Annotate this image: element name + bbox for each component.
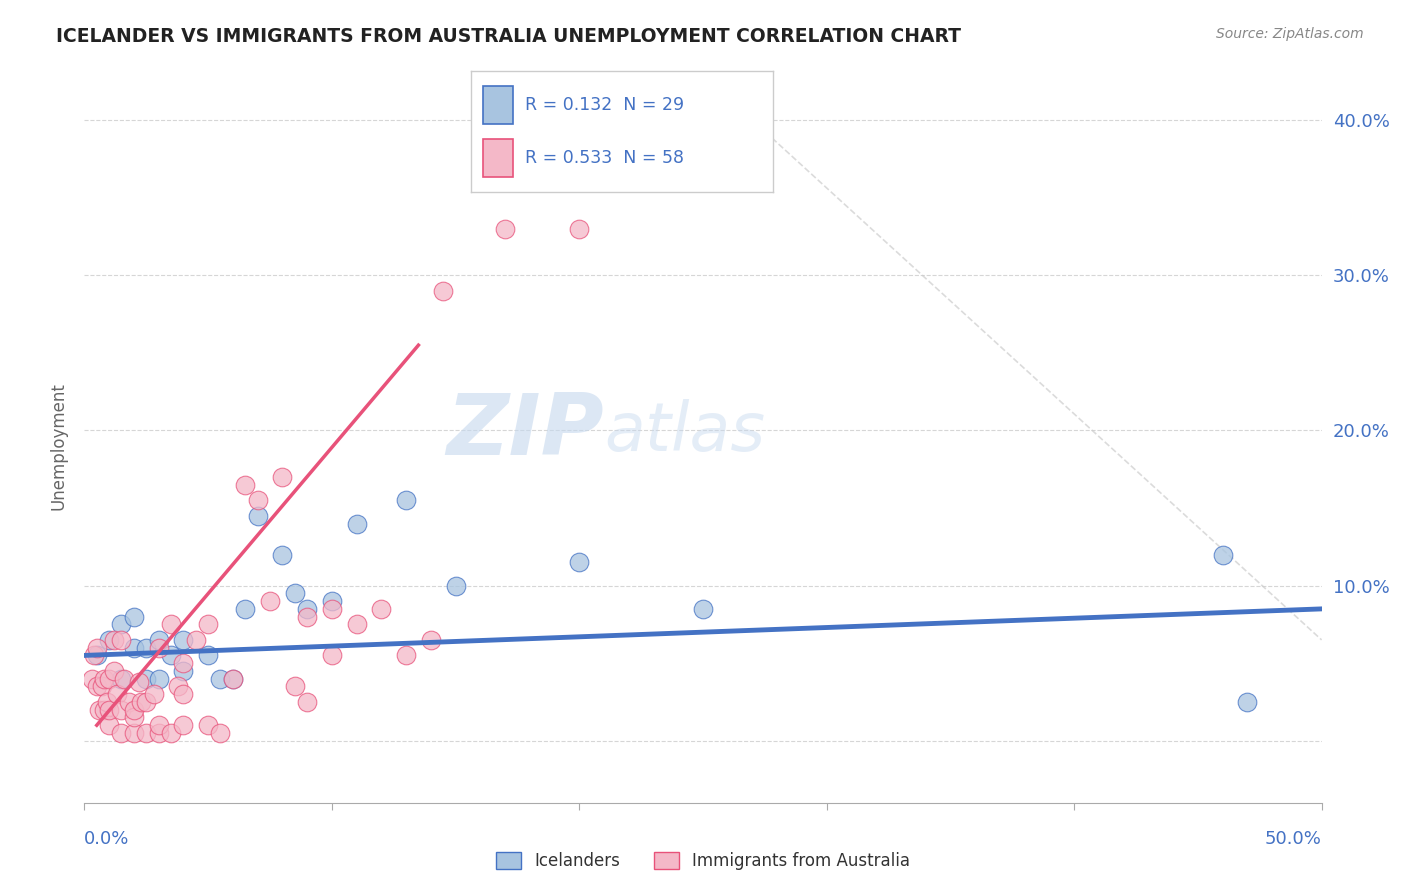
Point: [295, 609, 318, 624]
Point: [346, 617, 368, 632]
Point: [346, 516, 368, 531]
Point: [103, 664, 125, 678]
Point: [122, 726, 145, 740]
Point: [122, 609, 145, 624]
Point: [395, 648, 418, 663]
Point: [86, 648, 108, 663]
Point: [1212, 548, 1234, 562]
Point: [197, 718, 219, 732]
Point: [98, 672, 121, 686]
Point: [172, 718, 194, 732]
Point: [86, 640, 108, 655]
Text: ZIP: ZIP: [446, 390, 605, 474]
Point: [93, 703, 115, 717]
Point: [160, 617, 183, 632]
Bar: [484, 139, 513, 178]
Point: [370, 602, 392, 616]
Point: [209, 672, 232, 686]
Point: [110, 617, 132, 632]
Point: [83, 648, 105, 663]
Text: 0.0%: 0.0%: [84, 830, 129, 847]
Point: [321, 602, 343, 616]
Point: [135, 640, 157, 655]
Point: [112, 672, 135, 686]
Point: [197, 648, 219, 663]
Point: [142, 687, 165, 701]
Point: [160, 648, 183, 663]
Point: [110, 703, 132, 717]
Point: [118, 695, 141, 709]
Text: R = 0.132  N = 29: R = 0.132 N = 29: [526, 96, 685, 114]
Point: [98, 703, 121, 717]
Point: [184, 632, 207, 647]
Point: [172, 632, 194, 647]
Point: [284, 680, 307, 694]
Text: R = 0.533  N = 58: R = 0.533 N = 58: [526, 149, 685, 167]
Point: [135, 672, 157, 686]
Point: [160, 726, 183, 740]
Point: [1236, 695, 1258, 709]
Point: [148, 726, 170, 740]
Point: [432, 284, 454, 298]
Point: [233, 477, 256, 491]
Point: [172, 687, 194, 701]
Point: [209, 726, 232, 740]
Point: [148, 672, 170, 686]
Point: [271, 470, 294, 484]
Bar: [484, 86, 513, 124]
Point: [167, 680, 190, 694]
Point: [148, 718, 170, 732]
Point: [692, 602, 714, 616]
Point: [96, 695, 118, 709]
Point: [222, 672, 245, 686]
Point: [86, 680, 108, 694]
Point: [122, 710, 145, 724]
Point: [233, 602, 256, 616]
Point: [568, 555, 591, 569]
Point: [444, 579, 467, 593]
Point: [122, 640, 145, 655]
Point: [321, 594, 343, 608]
Point: [105, 687, 128, 701]
Point: [129, 695, 152, 709]
Y-axis label: Unemployment: Unemployment: [49, 382, 67, 510]
Point: [135, 726, 157, 740]
Point: [148, 640, 170, 655]
Point: [172, 664, 194, 678]
Point: [90, 680, 112, 694]
Point: [197, 617, 219, 632]
Point: [259, 594, 281, 608]
Text: atlas: atlas: [605, 399, 765, 465]
Text: ICELANDER VS IMMIGRANTS FROM AUSTRALIA UNEMPLOYMENT CORRELATION CHART: ICELANDER VS IMMIGRANTS FROM AUSTRALIA U…: [56, 27, 962, 45]
Point: [128, 674, 150, 689]
Point: [110, 726, 132, 740]
Point: [148, 632, 170, 647]
Point: [395, 493, 418, 508]
Point: [135, 695, 157, 709]
Point: [122, 703, 145, 717]
Point: [246, 508, 269, 523]
Point: [419, 632, 441, 647]
Point: [295, 695, 318, 709]
Legend: Icelanders, Immigrants from Australia: Icelanders, Immigrants from Australia: [489, 845, 917, 877]
Point: [222, 672, 245, 686]
Point: [172, 656, 194, 670]
Point: [321, 648, 343, 663]
Point: [246, 493, 269, 508]
Text: Source: ZipAtlas.com: Source: ZipAtlas.com: [1216, 27, 1364, 41]
Point: [494, 222, 516, 236]
Point: [271, 548, 294, 562]
Point: [98, 718, 121, 732]
Point: [568, 222, 591, 236]
Point: [103, 632, 125, 647]
Point: [80, 672, 103, 686]
Point: [110, 672, 132, 686]
Point: [93, 672, 115, 686]
Text: 50.0%: 50.0%: [1265, 830, 1322, 847]
Point: [110, 632, 132, 647]
Point: [89, 703, 111, 717]
Point: [98, 632, 121, 647]
Point: [284, 586, 307, 600]
Point: [295, 602, 318, 616]
